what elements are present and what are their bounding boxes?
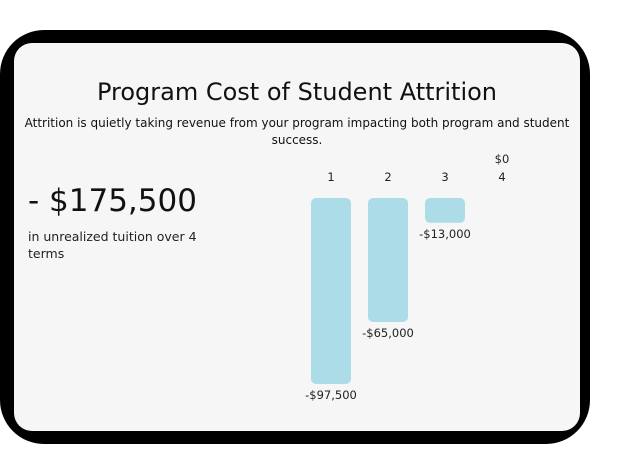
- bar-chart: 1 -$97,500 2 -$65,000 3 -$13,000 4 $0: [305, 152, 510, 402]
- category-label-4: 4: [498, 170, 505, 184]
- total-loss-description: in unrealized tuition over 4 terms: [28, 229, 197, 261]
- chart-card: Program Cost of Student Attrition Attrit…: [14, 43, 580, 431]
- total-loss-value: - $175,500: [28, 183, 197, 219]
- value-label-1: -$97,500: [305, 388, 357, 402]
- chart-title: Program Cost of Student Attrition: [96, 78, 498, 106]
- value-label-4: $0: [495, 152, 510, 166]
- bar-1: [311, 198, 351, 384]
- chart-subtitle: Attrition is quietly taking revenue from…: [24, 116, 570, 147]
- category-label-3: 3: [441, 170, 448, 184]
- value-label-3: -$13,000: [419, 227, 471, 241]
- bar-3: [425, 198, 465, 223]
- value-label-2: -$65,000: [362, 326, 414, 340]
- category-label-2: 2: [384, 170, 391, 184]
- category-label-1: 1: [327, 170, 334, 184]
- bar-2: [368, 198, 408, 322]
